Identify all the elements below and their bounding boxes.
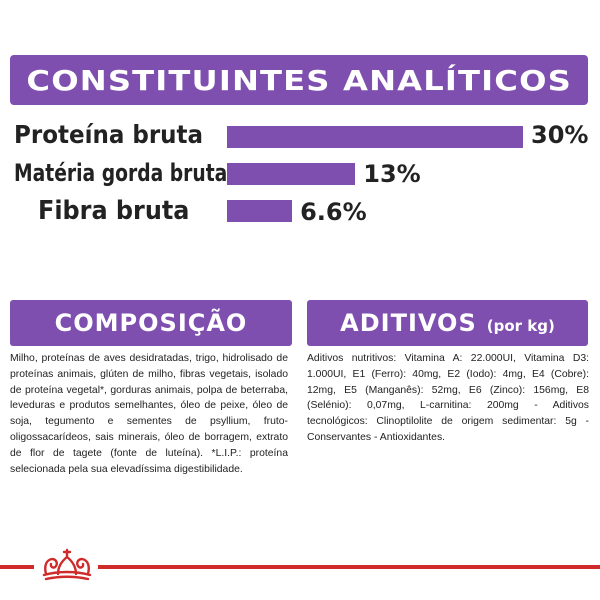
composition-header: COMPOSIÇÃO bbox=[10, 300, 292, 346]
nutrient-value: 30% bbox=[531, 121, 589, 149]
additives-title: ADITIVOS bbox=[340, 309, 477, 337]
nutrient-row-protein: Proteína bruta 30% bbox=[0, 120, 600, 156]
nutrient-value: 13% bbox=[363, 160, 421, 188]
nutrient-bar bbox=[227, 126, 523, 148]
nutrient-label: Fibra bruta bbox=[38, 196, 190, 226]
footer-line bbox=[98, 565, 600, 569]
analytic-title: CONSTITUINTES ANALÍTICOS bbox=[26, 63, 572, 97]
nutrient-label: Matéria gorda bruta bbox=[14, 159, 228, 187]
footer-line bbox=[0, 565, 34, 569]
composition-text: Milho, proteínas de aves desidratadas, t… bbox=[10, 353, 288, 475]
crown-icon bbox=[42, 548, 92, 581]
additives-unit: (por kg) bbox=[486, 317, 555, 335]
nutrient-label: Proteína bruta bbox=[14, 120, 204, 149]
composition-title: COMPOSIÇÃO bbox=[54, 309, 248, 337]
nutrient-value: 6.6% bbox=[300, 198, 367, 226]
additives-text: Aditivos nutritivos: Vitamina A: 22.000U… bbox=[307, 353, 589, 443]
additives-header: ADITIVOS (por kg) bbox=[307, 300, 588, 346]
nutrient-bar bbox=[227, 163, 356, 185]
nutrient-bar bbox=[227, 200, 293, 222]
nutrient-row-fat: Matéria gorda bruta 13% bbox=[0, 157, 600, 193]
analytic-banner: CONSTITUINTES ANALÍTICOS bbox=[10, 55, 588, 105]
nutrient-row-fibre: Fibra bruta 6.6% bbox=[0, 194, 600, 230]
